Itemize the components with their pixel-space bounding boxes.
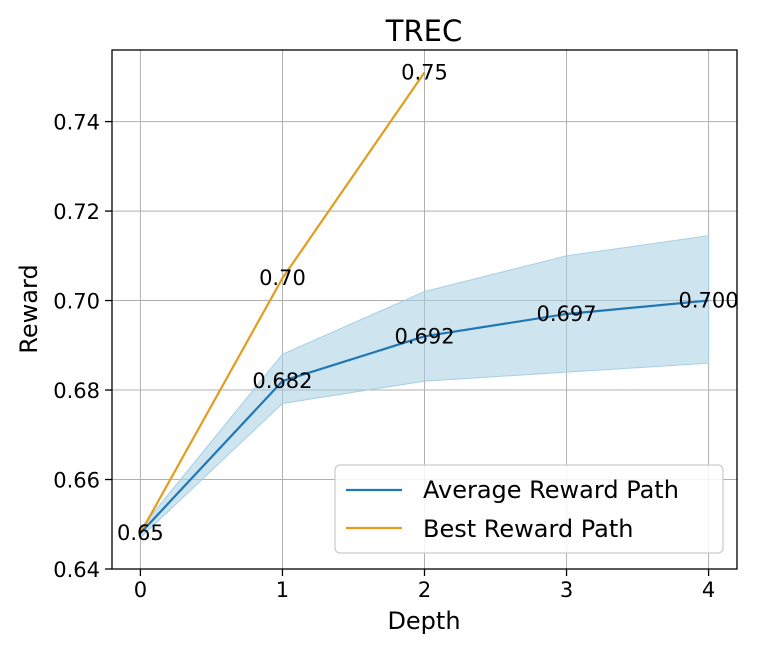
legend: Average Reward Path Best Reward Path bbox=[334, 464, 724, 554]
best-data-label: 0.70 bbox=[259, 266, 306, 290]
y-tick-label: 0.74 bbox=[53, 111, 100, 135]
x-tick-label: 2 bbox=[418, 578, 431, 602]
series-lines bbox=[139, 71, 709, 534]
y-tick-label: 0.68 bbox=[53, 379, 100, 403]
average-data-label: 0.682 bbox=[252, 369, 312, 393]
data-labels: 0.682 0.692 0.697 0.700 0.65 0.70 0.75 bbox=[117, 60, 739, 545]
average-data-label: 0.692 bbox=[394, 324, 454, 348]
y-tick-label: 0.70 bbox=[53, 290, 100, 314]
legend-label-average: Average Reward Path bbox=[423, 476, 679, 504]
y-tick-label: 0.64 bbox=[53, 558, 100, 582]
y-tick-label: 0.72 bbox=[53, 200, 100, 224]
chart-title: TREC bbox=[385, 14, 462, 48]
x-tick-label: 0 bbox=[134, 578, 147, 602]
best-data-label: 0.65 bbox=[117, 521, 164, 545]
average-data-label: 0.700 bbox=[679, 289, 739, 313]
best-data-label: 0.75 bbox=[401, 60, 448, 84]
confidence-band-area bbox=[139, 235, 710, 539]
legend-box bbox=[334, 464, 724, 554]
y-axis-label: Reward bbox=[15, 264, 43, 353]
legend-label-best: Best Reward Path bbox=[423, 515, 634, 543]
x-tick-label: 1 bbox=[276, 578, 289, 602]
confidence-band bbox=[139, 235, 710, 539]
y-tick-label: 0.66 bbox=[53, 469, 100, 493]
x-tick-label: 4 bbox=[702, 578, 715, 602]
average-data-label: 0.697 bbox=[536, 302, 596, 326]
x-tick-label: 3 bbox=[560, 578, 573, 602]
plot-frame bbox=[111, 49, 738, 570]
x-axis-label: Depth bbox=[387, 607, 460, 635]
axis-ticks: 0 1 2 3 4 0.64 0.66 0.68 0.70 0.72 0.74 bbox=[53, 111, 715, 602]
